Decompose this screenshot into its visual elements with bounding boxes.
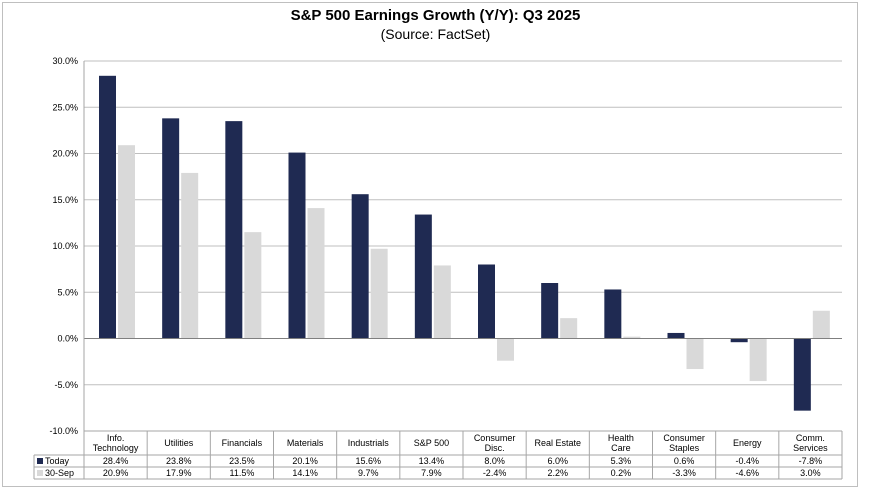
y-tick-label: -5.0% — [54, 380, 78, 390]
bar-today — [162, 118, 180, 339]
bar-today — [730, 338, 748, 343]
bar-today — [604, 289, 622, 339]
bar-30-sep — [560, 318, 578, 339]
bar-today — [288, 152, 306, 339]
legend-label: Today — [45, 456, 70, 466]
category-label: Utilities — [164, 438, 194, 448]
chart-subtitle: (Source: FactSet) — [380, 26, 491, 42]
data-label: 14.1% — [292, 468, 318, 478]
data-label: 20.9% — [103, 468, 129, 478]
bar-today — [225, 121, 243, 339]
category-label: S&P 500 — [414, 438, 449, 448]
category-label: Materials — [287, 438, 324, 448]
legend-label: 30-Sep — [45, 468, 74, 478]
data-label: 17.9% — [166, 468, 192, 478]
bar-today — [414, 214, 432, 339]
bar-today — [541, 283, 559, 339]
data-label: -7.8% — [799, 456, 823, 466]
category-label: Info. — [107, 433, 125, 443]
bar-30-sep — [118, 145, 135, 339]
legend-key-30-sep — [37, 470, 43, 476]
bar-30-sep — [686, 338, 704, 370]
bar-today — [351, 194, 369, 339]
bar-30-sep — [623, 336, 641, 339]
bar-today — [667, 332, 685, 339]
data-label: 0.2% — [611, 468, 632, 478]
category-label: Real Estate — [534, 438, 581, 448]
category-label: Care — [611, 443, 631, 453]
data-label: 7.9% — [421, 468, 442, 478]
bar-today — [478, 264, 495, 339]
data-label: 15.6% — [355, 456, 381, 466]
category-label: Consumer — [474, 433, 516, 443]
bar-30-sep — [749, 338, 767, 382]
category-label: Health — [608, 433, 634, 443]
data-label: 5.3% — [611, 456, 632, 466]
data-label: -0.4% — [735, 456, 759, 466]
bar-today — [793, 338, 811, 411]
y-tick-label: 25.0% — [52, 102, 78, 112]
category-label: Energy — [733, 438, 762, 448]
data-label: -3.3% — [672, 468, 696, 478]
y-tick-label: 30.0% — [52, 56, 78, 66]
data-label: 11.5% — [229, 468, 254, 478]
data-label: 20.1% — [292, 456, 318, 466]
data-label: 0.6% — [674, 456, 695, 466]
category-label: Financials — [222, 438, 263, 448]
category-label: Disc. — [485, 443, 505, 453]
y-tick-label: -10.0% — [49, 426, 78, 436]
bar-30-sep — [433, 265, 451, 339]
data-label: 23.5% — [229, 456, 255, 466]
category-label: Services — [793, 443, 828, 453]
bar-30-sep — [812, 310, 830, 339]
bar-30-sep — [307, 208, 325, 339]
y-tick-label: 0.0% — [57, 334, 78, 344]
chart-title: S&P 500 Earnings Growth (Y/Y): Q3 2025 — [290, 7, 581, 24]
data-label: -2.4% — [483, 468, 507, 478]
category-label: Industrials — [348, 438, 390, 448]
data-label: 9.7% — [358, 468, 379, 478]
bar-30-sep — [244, 232, 262, 339]
data-label: 3.0% — [800, 468, 821, 478]
bar-30-sep — [370, 248, 388, 339]
y-tick-label: 15.0% — [52, 195, 78, 205]
data-label: 6.0% — [547, 456, 568, 466]
data-label: 2.2% — [547, 468, 568, 478]
category-label: Consumer — [663, 433, 705, 443]
bar-30-sep — [181, 172, 199, 339]
y-tick-label: 20.0% — [52, 149, 78, 159]
category-label: Comm. — [796, 433, 825, 443]
data-label: 23.8% — [166, 456, 192, 466]
data-label: 8.0% — [484, 456, 505, 466]
bar-today — [99, 75, 116, 339]
legend-key-today — [37, 458, 43, 464]
y-tick-label: 10.0% — [52, 241, 78, 251]
bar-30-sep — [497, 338, 514, 361]
data-label: 28.4% — [103, 456, 129, 466]
y-tick-label: 5.0% — [57, 287, 78, 297]
category-label: Technology — [93, 443, 139, 453]
category-label: Staples — [669, 443, 700, 453]
data-label: -4.6% — [735, 468, 759, 478]
data-label: 13.4% — [419, 456, 445, 466]
